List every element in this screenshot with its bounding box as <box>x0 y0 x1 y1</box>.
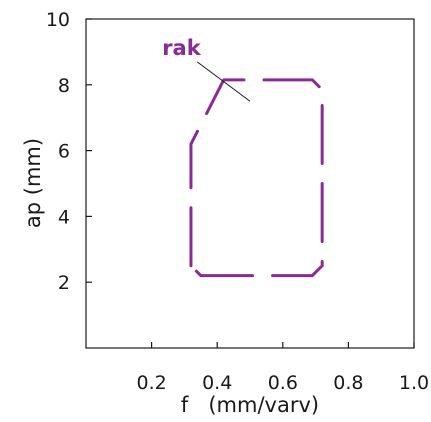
x-tick-label: 0.8 <box>333 372 363 394</box>
x-axis-title: f (mm/varv) <box>181 393 319 417</box>
x-tick-label: 0.2 <box>136 372 166 394</box>
x-tick-label: 1.0 <box>399 372 429 394</box>
y-tick-label: 6 <box>58 141 70 163</box>
y-tick-label: 4 <box>58 206 70 228</box>
x-tick-label: 0.6 <box>268 372 298 394</box>
y-tick-label: 8 <box>58 75 70 97</box>
y-tick-labels: 2 4 6 8 10 <box>46 9 70 294</box>
x-tick-labels: 0.2 0.4 0.6 0.8 1.0 <box>136 372 429 394</box>
x-tick-label: 0.4 <box>202 372 232 394</box>
annotation-leader <box>196 61 251 102</box>
tick-marks <box>86 18 415 348</box>
plot-frame <box>85 18 415 349</box>
y-tick-label: 2 <box>58 272 70 294</box>
y-axis-title: ap (mm) <box>21 138 45 228</box>
series-layer <box>189 78 324 278</box>
series-region-rak <box>189 78 324 278</box>
annotation-layer: rak <box>162 36 251 102</box>
y-tick-label: 10 <box>46 9 70 31</box>
annotation-label: rak <box>162 36 202 60</box>
